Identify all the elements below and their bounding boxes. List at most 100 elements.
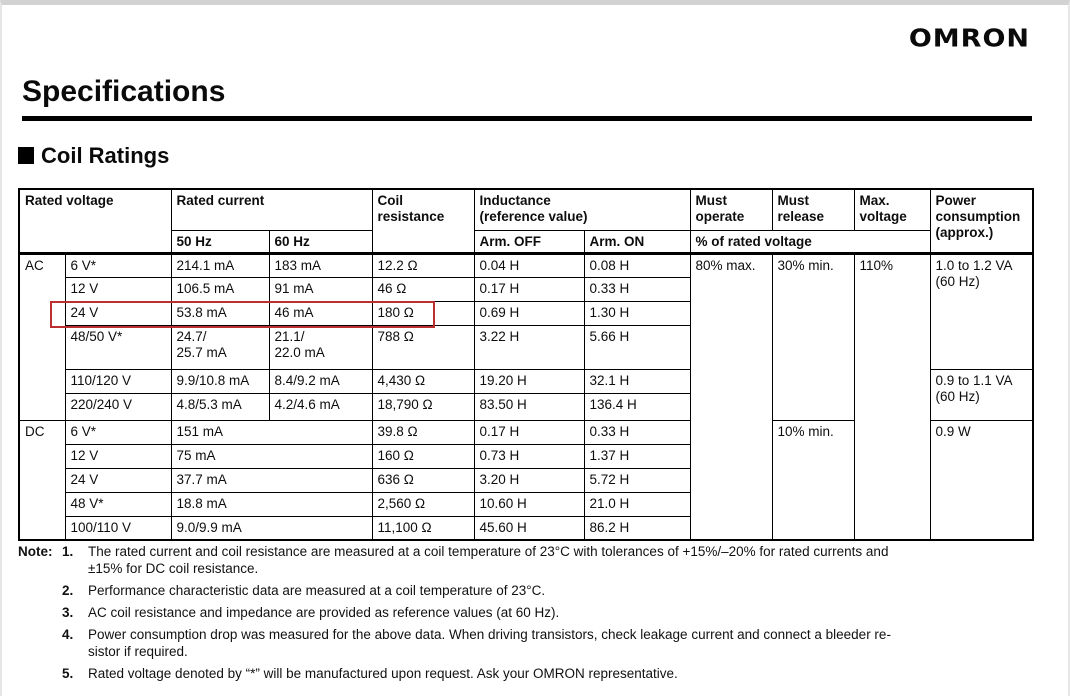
cell-power-ac-2: 0.9 to 1.1 VA (60 Hz) <box>929 368 1034 421</box>
cell-current-60hz: 4.2/4.6 mA <box>268 392 373 421</box>
cell-current-60hz: 8.4/9.2 mA <box>268 368 373 394</box>
cell-power-ac-1: 1.0 to 1.2 VA (60 Hz) <box>929 251 1034 370</box>
cell-arm-on: 32.1 H <box>583 368 691 394</box>
cell-must-operate: 80% max. <box>689 251 773 541</box>
cell-voltage: 12 V <box>64 443 172 469</box>
cell-arm-off: 0.04 H <box>473 251 585 278</box>
cell-current: 37.7 mA <box>170 467 373 493</box>
cell-arm-off: 3.20 H <box>473 467 585 493</box>
cell-arm-on: 1.30 H <box>583 300 691 326</box>
header-60hz: 60 Hz <box>268 229 373 254</box>
section-heading-label: Coil Ratings <box>41 143 170 168</box>
header-inductance: Inductance (reference value) <box>473 188 691 231</box>
note-label: Note: <box>18 544 53 559</box>
cell-resistance: 636 Ω <box>371 467 475 493</box>
table-row-dc-12v: 12 V 75 mA 160 Ω 0.73 H 1.37 H <box>19 443 1033 469</box>
cell-group-dc: DC <box>18 419 66 541</box>
header-coil-resistance: Coil resistance <box>371 188 475 254</box>
cell-arm-on: 21.0 H <box>583 491 691 517</box>
cell-current-60hz: 183 mA <box>268 251 373 278</box>
cell-arm-off: 0.17 H <box>473 419 585 445</box>
note-item-3: 3. AC coil resistance and impedance are … <box>18 604 1056 621</box>
header-rated-current: Rated current <box>170 188 373 231</box>
cell-voltage: 6 V* <box>64 419 172 445</box>
cell-arm-off: 19.20 H <box>473 368 585 394</box>
note-number: 4. <box>62 627 74 642</box>
cell-resistance: 18,790 Ω <box>371 392 475 421</box>
cell-arm-on: 136.4 H <box>583 392 691 421</box>
note-label-spacer <box>18 626 62 660</box>
cell-resistance: 11,100 Ω <box>371 515 475 541</box>
table-row-ac-110-120v: 110/120 V 9.9/10.8 mA 8.4/9.2 mA 4,430 Ω… <box>19 368 1034 421</box>
cell-resistance: 2,560 Ω <box>371 491 475 517</box>
coil-ratings-table-wrap: Rated voltage Rated current Coil resista… <box>18 188 1034 541</box>
table-row-dc-24v: 24 V 37.7 mA 636 Ω 3.20 H 5.72 H <box>19 467 1033 493</box>
note-number: 2. <box>62 583 74 598</box>
cell-current-60hz: 46 mA <box>268 300 373 326</box>
note-number: 3. <box>62 605 74 620</box>
cell-resistance: 788 Ω <box>371 324 475 370</box>
cell-arm-on: 5.72 H <box>583 467 691 493</box>
table-row-dc-100-110v: 100/110 V 9.0/9.9 mA 11,100 Ω 45.60 H 86… <box>19 515 1033 541</box>
cell-group-ac: AC <box>18 251 66 421</box>
cell-must-release-ac: 30% min. <box>771 251 855 421</box>
cell-resistance: 46 Ω <box>371 276 475 302</box>
header-must-release: Must release <box>771 188 855 231</box>
note-label-spacer <box>18 582 62 599</box>
note-text: Power consumption drop was measured for … <box>88 627 891 659</box>
table-row-ac-12v: 12 V 106.5 mA 91 mA 46 Ω 0.17 H 0.33 H <box>19 276 1033 302</box>
header-max-voltage: Max. voltage <box>853 188 931 231</box>
cell-resistance: 160 Ω <box>371 443 475 469</box>
cell-current-60hz: 91 mA <box>268 276 373 302</box>
cell-current-60hz: 21.1/ 22.0 mA <box>268 324 373 370</box>
cell-arm-off: 10.60 H <box>473 491 585 517</box>
header-percent-rated-voltage: % of rated voltage <box>689 229 931 254</box>
omron-logo: OMRON <box>908 24 1030 53</box>
cell-arm-off: 0.73 H <box>473 443 585 469</box>
cell-current-50hz: 9.9/10.8 mA <box>170 368 270 394</box>
cell-must-release-dc: 10% min. <box>771 419 855 541</box>
section-heading-coil-ratings: Coil Ratings <box>18 143 169 169</box>
note-label-spacer <box>18 604 62 621</box>
cell-arm-off: 83.50 H <box>473 392 585 421</box>
cell-resistance: 39.8 Ω <box>371 419 475 445</box>
table-row-ac-6v: AC 6 V* 214.1 mA 183 mA 12.2 Ω 0.04 H 0.… <box>18 251 1034 541</box>
cell-resistance: 180 Ω <box>371 300 475 326</box>
note-number: 5. <box>62 666 74 681</box>
cell-resistance: 12.2 Ω <box>371 251 475 278</box>
cell-arm-off: 45.60 H <box>473 515 585 541</box>
note-text: AC coil resistance and impedance are pro… <box>88 605 560 620</box>
cell-current-50hz: 4.8/5.3 mA <box>170 392 270 421</box>
coil-ratings-table: Rated voltage Rated current Coil resista… <box>18 188 1034 541</box>
header-power-consumption: Power consumption (approx.) <box>929 188 1034 254</box>
cell-power-dc: 0.9 W <box>929 419 1034 541</box>
cell-current-50hz: 24.7/ 25.7 mA <box>170 324 270 370</box>
cell-max-voltage: 110% <box>853 251 931 541</box>
cell-arm-on: 0.08 H <box>583 251 691 278</box>
table-row-ac-48-50v: 48/50 V* 24.7/ 25.7 mA 21.1/ 22.0 mA 788… <box>19 324 1033 370</box>
title-rule <box>22 116 1032 121</box>
cell-voltage: 48/50 V* <box>64 324 172 370</box>
cell-current: 18.8 mA <box>170 491 373 517</box>
header-50hz: 50 Hz <box>170 229 270 254</box>
cell-voltage: 100/110 V <box>64 515 172 541</box>
note-label-spacer <box>18 665 62 682</box>
header-row-1: Rated voltage Rated current Coil resista… <box>18 188 1034 254</box>
cell-current-50hz: 106.5 mA <box>170 276 270 302</box>
cell-voltage: 12 V <box>64 276 172 302</box>
cell-voltage: 110/120 V <box>64 368 172 394</box>
cell-current: 151 mA <box>170 419 373 445</box>
note-item-4: 4. Power consumption drop was measured f… <box>18 626 1056 660</box>
header-rated-voltage: Rated voltage <box>18 188 172 254</box>
header-arm-on: Arm. ON <box>583 229 691 254</box>
cell-arm-off: 0.17 H <box>473 276 585 302</box>
note-text: Rated voltage denoted by “*” will be man… <box>88 666 678 681</box>
header-row-2: 50 Hz 60 Hz Arm. OFF Arm. ON % of rated … <box>19 229 1033 254</box>
notes-section: Note: 1. The rated current and coil resi… <box>18 543 1056 687</box>
cell-arm-off: 3.22 H <box>473 324 585 370</box>
table-row-dc-48v: 48 V* 18.8 mA 2,560 Ω 10.60 H 21.0 H <box>19 491 1033 517</box>
cell-voltage: 220/240 V <box>64 392 172 421</box>
cell-voltage: 24 V <box>64 467 172 493</box>
header-arm-off: Arm. OFF <box>473 229 585 254</box>
